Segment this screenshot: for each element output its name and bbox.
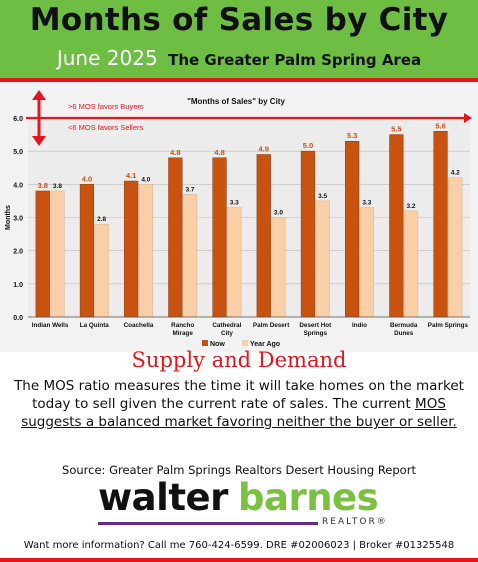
top-divider	[0, 78, 478, 82]
legend-swatch	[202, 340, 208, 346]
data-label: 4.9	[259, 144, 269, 153]
bar-year-ago	[403, 210, 419, 318]
x-tick-label: Palm Springs	[428, 322, 469, 329]
data-label: 4.8	[214, 148, 224, 157]
bar-now	[345, 140, 360, 318]
source-note: Source: Greater Palm Springs Realtors De…	[62, 463, 416, 477]
data-label: 4.8	[170, 148, 180, 157]
sellers-annotation: <6 MOS favors Sellers	[68, 123, 143, 132]
data-label: 3.2	[407, 203, 416, 210]
bar-now	[256, 154, 271, 318]
bar-year-ago	[448, 177, 463, 318]
bar-year-ago	[359, 207, 374, 318]
data-label: 5.0	[303, 141, 313, 150]
supply-demand-body: The MOS ratio measures the time it will …	[12, 377, 466, 431]
x-tick-label: Indian Wells	[32, 322, 69, 329]
data-label: 3.5	[318, 193, 327, 200]
y-axis-label: Months	[5, 205, 12, 230]
contact-footer: Want more information? Call me 760-424-6…	[23, 540, 455, 551]
data-label: 5.6	[435, 121, 445, 130]
data-label: 5.5	[391, 125, 401, 134]
header-banner: Months of Sales by City June 2025 The Gr…	[0, 0, 478, 78]
report-area: The Greater Palm Spring Area	[168, 51, 422, 69]
x-tick-label: Indio	[352, 322, 367, 329]
data-label: 2.8	[97, 216, 106, 223]
legend-swatch	[242, 340, 248, 346]
bar-year-ago	[271, 217, 286, 318]
data-label: 4.0	[141, 176, 150, 183]
y-tick-label: 3.0	[13, 216, 23, 223]
buyers-annotation: >6 MOS favors Buyers	[68, 102, 144, 111]
bar-now	[433, 131, 448, 318]
bar-now	[300, 150, 316, 318]
bar-now	[79, 184, 95, 318]
bar-year-ago	[227, 207, 242, 318]
supply-demand-title: Supply and Demand	[131, 348, 347, 372]
x-tick-label: Coachella	[124, 322, 154, 329]
y-tick-label: 2.0	[13, 249, 23, 256]
y-tick-label: 5.0	[13, 149, 23, 156]
data-label: 5.3	[347, 131, 357, 140]
bar-now	[389, 134, 404, 318]
data-label: 3.0	[274, 210, 283, 217]
bar-year-ago	[50, 190, 65, 318]
logo-underline	[98, 522, 318, 525]
logo-barnes: barnes	[238, 476, 379, 519]
x-tick-label: La Quinta	[80, 322, 110, 329]
x-tick-label: Palm Desert	[253, 322, 290, 329]
x-tick-label: Rancho Mirage	[171, 322, 194, 337]
body-underlined-text: MOS suggests a balanced market favoring …	[21, 396, 457, 430]
bar-year-ago	[138, 184, 153, 318]
bar-year-ago	[94, 223, 109, 318]
threshold-arrowhead	[464, 113, 472, 123]
banner-subtitle: June 2025 The Greater Palm Spring Area	[0, 46, 478, 70]
x-tick-label: Desert Hot Springs	[299, 322, 332, 337]
y-tick-label: 0.0	[13, 315, 23, 322]
data-label: 3.3	[362, 200, 371, 207]
x-tick-label: Bermuda Dunes	[390, 322, 418, 337]
y-tick-label: 6.0	[13, 116, 23, 123]
months-of-sales-chart: 0.0 1.0 2.0 3.0 4.0 5.0 6.0 Months "Months of Sa…	[5, 90, 472, 348]
y-tick-label: 4.0	[13, 182, 23, 189]
legend-label: Now	[210, 341, 225, 348]
data-label: 4.2	[451, 170, 460, 177]
bar-now	[35, 190, 50, 318]
data-label: 3.7	[186, 186, 195, 193]
logo-walter: walter	[98, 476, 228, 519]
report-date: June 2025	[56, 46, 158, 70]
bar-year-ago	[182, 194, 198, 318]
legend-label: Year Ago	[250, 341, 280, 348]
data-label: 3.8	[53, 183, 62, 190]
logo-realtor: REALTOR®	[322, 517, 388, 527]
bar-year-ago	[315, 200, 330, 318]
bar-now	[168, 157, 183, 318]
body-text: The MOS ratio measures the time it will …	[14, 378, 464, 412]
mos-arrow-down	[32, 136, 46, 146]
x-tick-label: Cathedral City	[212, 322, 241, 337]
data-label: 3.3	[230, 200, 239, 207]
bottom-divider	[0, 558, 478, 562]
data-label: 4.0	[82, 174, 92, 183]
bar-now	[212, 157, 227, 318]
walter-barnes-logo: walter barnes REALTOR®	[0, 476, 478, 534]
chart-title: "Months of Sales" by City	[187, 97, 285, 106]
y-tick-label: 1.0	[13, 282, 23, 289]
chart-area: 0.0 1.0 2.0 3.0 4.0 5.0 6.0 Months "Months of Sa…	[0, 82, 478, 352]
mos-arrow-up	[32, 90, 46, 100]
data-label: 4.1	[126, 171, 136, 180]
page-title: Months of Sales by City	[29, 2, 449, 38]
data-label: 3.8	[38, 181, 48, 190]
bar-now	[124, 180, 139, 318]
